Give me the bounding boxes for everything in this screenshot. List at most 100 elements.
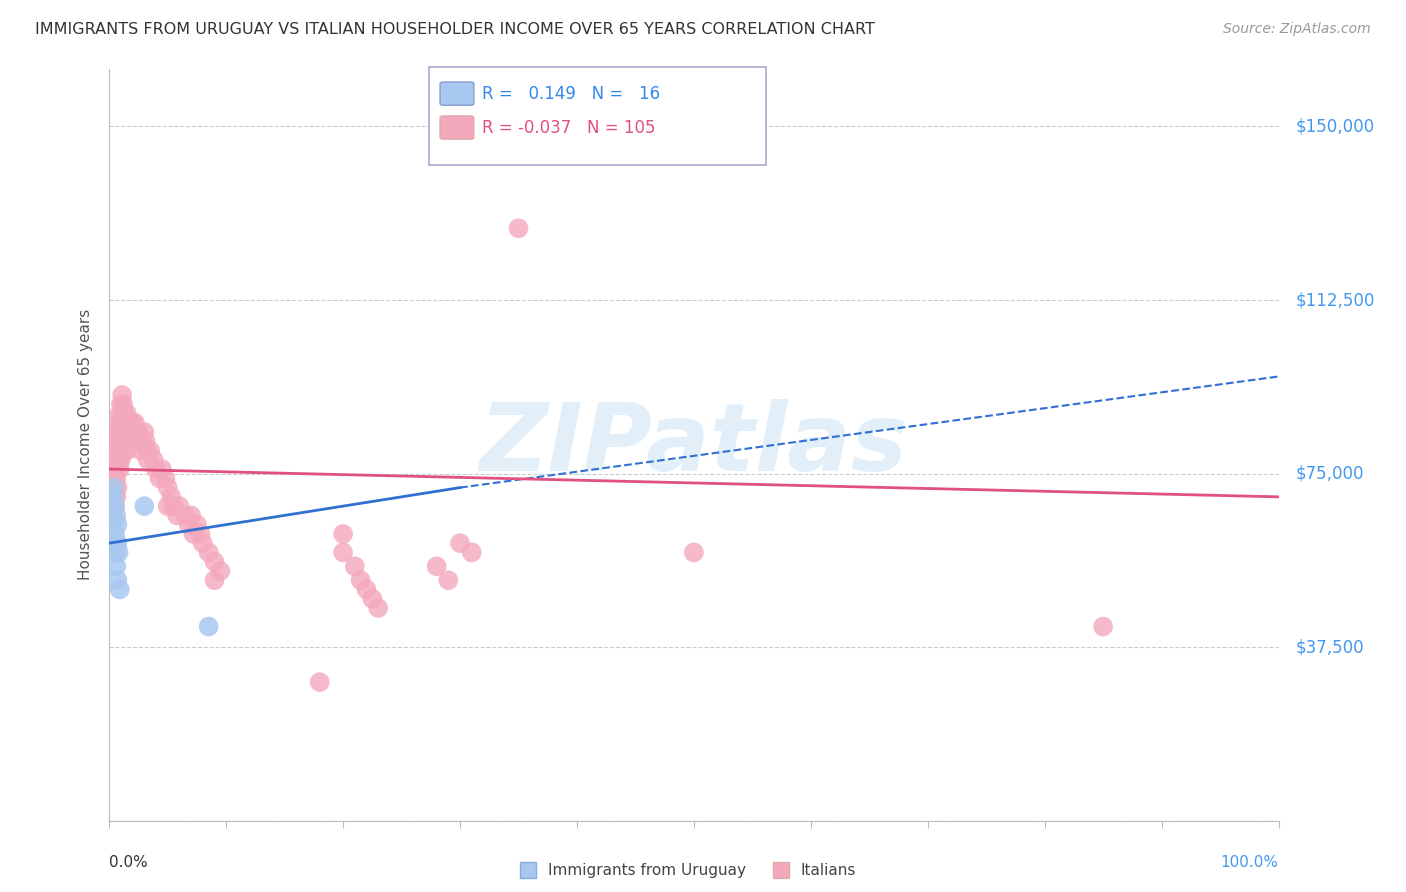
Point — [156, 499, 179, 513]
Point — [108, 407, 131, 421]
Point — [160, 490, 183, 504]
Point — [104, 499, 127, 513]
Point — [209, 564, 232, 578]
Point — [115, 425, 138, 439]
Point — [190, 527, 212, 541]
Text: 100.0%: 100.0% — [1220, 855, 1278, 870]
Point — [121, 416, 143, 430]
Point — [105, 434, 128, 449]
Text: $37,500: $37,500 — [1295, 639, 1364, 657]
Point — [177, 517, 200, 532]
Point — [197, 619, 219, 633]
Point — [104, 481, 127, 495]
Point — [110, 416, 132, 430]
Text: $75,000: $75,000 — [1295, 465, 1364, 483]
Point — [135, 443, 157, 458]
Point — [127, 425, 149, 439]
Point — [361, 591, 384, 606]
Point — [115, 407, 138, 421]
Point — [104, 499, 127, 513]
Point — [103, 452, 125, 467]
Point — [108, 425, 131, 439]
Point — [107, 481, 129, 495]
Point — [197, 545, 219, 559]
Point — [111, 388, 134, 402]
Point — [111, 407, 134, 421]
Point — [332, 527, 354, 541]
Point — [134, 499, 156, 513]
Text: IMMIGRANTS FROM URUGUAY VS ITALIAN HOUSEHOLDER INCOME OVER 65 YEARS CORRELATION : IMMIGRANTS FROM URUGUAY VS ITALIAN HOUSE… — [35, 22, 875, 37]
Point — [461, 545, 484, 559]
Point — [349, 573, 371, 587]
Text: ZIPatlas: ZIPatlas — [479, 399, 908, 491]
Point — [426, 559, 449, 574]
Point — [308, 675, 330, 690]
Point — [104, 527, 127, 541]
Point — [103, 471, 125, 485]
Point — [166, 508, 188, 523]
Point — [107, 573, 129, 587]
Point — [186, 517, 208, 532]
Point — [117, 416, 139, 430]
Point — [131, 434, 153, 449]
Point — [114, 443, 136, 458]
Point — [112, 397, 135, 411]
Point — [150, 462, 173, 476]
Point — [117, 434, 139, 449]
Point — [115, 443, 138, 458]
Point — [134, 434, 156, 449]
Point — [169, 499, 191, 513]
Point — [162, 499, 184, 513]
Point — [107, 517, 129, 532]
Text: $150,000: $150,000 — [1295, 118, 1375, 136]
Y-axis label: Householder Income Over 65 years: Householder Income Over 65 years — [79, 310, 93, 581]
Point — [107, 443, 129, 458]
Text: $112,500: $112,500 — [1295, 291, 1375, 309]
Point — [105, 508, 128, 523]
Point — [108, 443, 131, 458]
Point — [114, 407, 136, 421]
Point — [356, 582, 378, 597]
Point — [124, 416, 146, 430]
Point — [127, 434, 149, 449]
Text: R =   0.149   N =   16: R = 0.149 N = 16 — [482, 85, 661, 103]
Point — [156, 481, 179, 495]
Point — [204, 555, 226, 569]
Point — [174, 508, 197, 523]
Point — [103, 513, 125, 527]
Point — [107, 536, 129, 550]
Point — [108, 462, 131, 476]
Text: R = -0.037   N = 105: R = -0.037 N = 105 — [482, 119, 655, 136]
Point — [103, 481, 125, 495]
Point — [332, 545, 354, 559]
Point — [107, 462, 129, 476]
Point — [204, 573, 226, 587]
Point — [508, 221, 530, 235]
Point — [110, 397, 132, 411]
Point — [180, 508, 202, 523]
Text: Italians: Italians — [800, 863, 856, 878]
Point — [103, 490, 125, 504]
Point — [125, 425, 148, 439]
Point — [148, 471, 170, 485]
Point — [145, 462, 167, 476]
Point — [101, 462, 124, 476]
Point — [134, 425, 156, 439]
Point — [122, 425, 145, 439]
Point — [136, 452, 159, 467]
Point — [343, 559, 366, 574]
Point — [437, 573, 460, 587]
Point — [105, 471, 128, 485]
Point — [114, 416, 136, 430]
Point — [114, 425, 136, 439]
Point — [108, 582, 131, 597]
Point — [107, 434, 129, 449]
Point — [112, 434, 135, 449]
Text: Source: ZipAtlas.com: Source: ZipAtlas.com — [1223, 22, 1371, 37]
Point — [128, 434, 150, 449]
Point — [111, 443, 134, 458]
Point — [183, 527, 205, 541]
Point — [104, 545, 127, 559]
Point — [105, 490, 128, 504]
Text: 0.0%: 0.0% — [110, 855, 148, 870]
